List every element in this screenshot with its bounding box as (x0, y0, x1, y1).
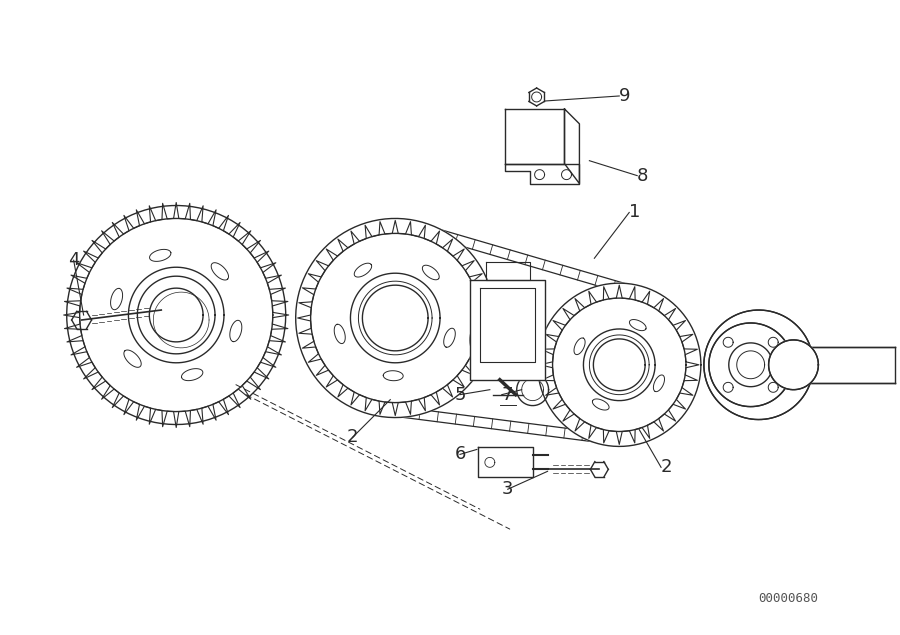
Polygon shape (800, 347, 895, 383)
Text: 2: 2 (346, 429, 358, 446)
Text: 6: 6 (454, 445, 465, 464)
Text: 1: 1 (629, 203, 641, 222)
Polygon shape (471, 280, 545, 380)
Polygon shape (769, 340, 818, 390)
Text: 5: 5 (454, 385, 465, 404)
Text: 8: 8 (637, 166, 649, 185)
Text: 00000680: 00000680 (759, 592, 818, 605)
Polygon shape (704, 310, 814, 420)
Text: 3: 3 (502, 480, 514, 498)
Text: 2: 2 (662, 458, 672, 476)
Text: 4: 4 (68, 251, 79, 269)
Text: 9: 9 (619, 87, 631, 105)
Polygon shape (505, 164, 580, 184)
Text: 7: 7 (502, 385, 513, 404)
Polygon shape (537, 283, 701, 446)
Polygon shape (564, 109, 580, 184)
Polygon shape (709, 323, 793, 406)
Polygon shape (478, 448, 533, 478)
Polygon shape (67, 206, 285, 425)
Polygon shape (505, 109, 564, 164)
Polygon shape (296, 218, 495, 418)
